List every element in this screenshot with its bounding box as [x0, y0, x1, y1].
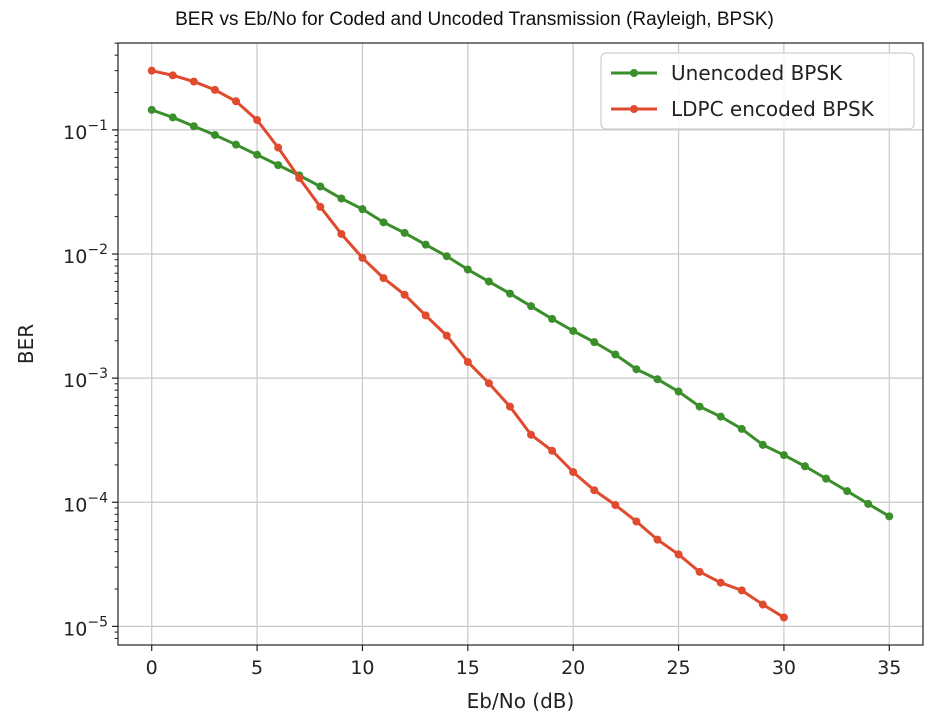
- data-point: [316, 202, 325, 211]
- data-point: [758, 440, 767, 449]
- chart-title: BER vs Eb/No for Coded and Uncoded Trans…: [175, 9, 774, 30]
- data-point: [590, 486, 599, 495]
- data-point: [421, 240, 430, 249]
- x-tick-label: 10: [350, 657, 374, 679]
- data-point: [716, 578, 725, 587]
- data-point: [737, 424, 746, 433]
- data-point: [463, 265, 472, 274]
- data-point: [611, 501, 620, 510]
- data-point: [695, 567, 704, 576]
- series-ldpc: [147, 66, 788, 622]
- data-point: [147, 105, 156, 114]
- data-point: [274, 143, 283, 152]
- data-point: [358, 253, 367, 262]
- y-tick-label: 10−1: [63, 118, 108, 144]
- data-point: [632, 365, 641, 374]
- y-tick-label: 10−2: [63, 242, 108, 268]
- data-point: [548, 446, 557, 455]
- x-tick-label: 20: [561, 657, 585, 679]
- y-tick-label: 10−4: [63, 490, 108, 516]
- legend: Unencoded BPSK LDPC encoded BPSK: [600, 52, 915, 130]
- legend-marker: [630, 105, 638, 113]
- data-point: [779, 451, 788, 460]
- data-point: [400, 290, 409, 299]
- data-point: [695, 402, 704, 411]
- data-point: [421, 311, 430, 320]
- data-point: [611, 350, 620, 359]
- data-point: [527, 430, 536, 439]
- x-tick-label: 15: [456, 657, 480, 679]
- data-point: [168, 71, 177, 80]
- data-point: [864, 499, 873, 508]
- legend-label: LDPC encoded BPSK: [671, 97, 875, 121]
- data-point: [569, 326, 578, 335]
- data-point: [442, 331, 451, 340]
- data-point: [590, 338, 599, 347]
- data-point: [189, 122, 198, 131]
- data-point: [379, 274, 388, 283]
- data-point: [210, 130, 219, 139]
- x-tick-label: 25: [666, 657, 690, 679]
- data-point: [168, 113, 177, 122]
- data-point: [505, 402, 514, 411]
- series-line: [151, 108, 891, 518]
- data-point: [674, 550, 683, 559]
- data-point: [337, 229, 346, 238]
- data-point: [484, 277, 493, 286]
- data-point: [463, 357, 472, 366]
- data-point: [253, 116, 262, 125]
- data-point: [632, 517, 641, 526]
- data-point: [505, 289, 514, 298]
- data-point: [442, 252, 451, 261]
- x-tick-label: 30: [772, 657, 796, 679]
- legend-box: [600, 52, 915, 130]
- grid: [118, 43, 923, 645]
- data-point: [716, 412, 725, 421]
- y-tick-label: 10−3: [63, 366, 108, 392]
- data-point: [527, 302, 536, 311]
- data-point: [822, 474, 831, 483]
- data-point: [232, 140, 241, 149]
- legend-label: Unencoded BPSK: [671, 61, 843, 85]
- axis-ticks: 0 5 10 15 20 25 30 35 10−1 10−2 10−3 10−4 10−5: [63, 42, 901, 679]
- y-axis-label: BER: [14, 324, 38, 364]
- x-tick-label: 35: [877, 657, 901, 679]
- data-point: [147, 66, 156, 75]
- series-unencoded: [147, 105, 894, 521]
- data-point: [885, 512, 894, 521]
- data-point: [358, 205, 367, 214]
- data-point: [210, 85, 219, 94]
- data-point: [737, 586, 746, 595]
- data-point: [189, 77, 198, 86]
- data-point: [316, 182, 325, 191]
- data-point: [484, 379, 493, 388]
- data-point: [232, 97, 241, 106]
- data-point: [779, 613, 788, 622]
- data-point: [274, 161, 283, 170]
- data-point: [758, 600, 767, 609]
- data-point: [548, 314, 557, 323]
- data-point: [379, 218, 388, 227]
- series-layer: [147, 66, 894, 622]
- plot-frame: [117, 42, 924, 646]
- data-point: [569, 468, 578, 477]
- data-point: [843, 487, 852, 496]
- data-point: [337, 194, 346, 203]
- data-point: [653, 535, 662, 544]
- data-point: [674, 387, 683, 396]
- data-point: [653, 375, 662, 384]
- x-tick-label: 0: [146, 657, 158, 679]
- data-point: [253, 150, 262, 159]
- legend-marker: [630, 69, 638, 77]
- data-point: [295, 173, 304, 182]
- x-tick-label: 5: [251, 657, 263, 679]
- y-tick-label: 10−5: [63, 614, 108, 640]
- data-point: [400, 228, 409, 237]
- x-axis-label: Eb/No (dB): [467, 689, 575, 713]
- data-point: [800, 462, 809, 471]
